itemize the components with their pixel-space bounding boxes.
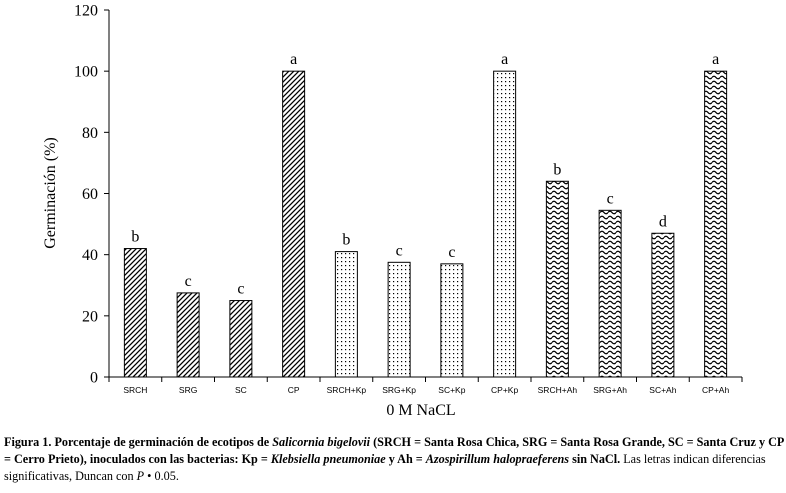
x-tick-label: SC+Ah <box>649 385 676 395</box>
caption-species-klebsiella: Klebsiella pneumoniae <box>270 452 386 466</box>
caption-ecotypes: (SRCH = Santa Rosa Chica, SRG = Santa Ro… <box>4 435 784 466</box>
y-tick-label: 120 <box>74 3 98 20</box>
x-tick-label: SRG+Ah <box>593 385 627 395</box>
bar-cp-kp <box>493 70 517 378</box>
bar-srch-kp <box>334 251 358 378</box>
bar-srch <box>123 248 147 378</box>
x-tick-label: SRCH <box>123 385 147 395</box>
caption-species-azospirillum: Azospirillum halopraeferens <box>425 452 570 466</box>
bar-sc-ah <box>651 232 675 378</box>
chart: 0 20 40 60 80 100 120 b SRCH c SRG c SC a CP b SRCH+Kp c… <box>42 3 743 419</box>
significance-letter: b <box>553 161 561 178</box>
x-tick-label: SRCH+Ah <box>538 385 578 395</box>
y-axis-title: Germinación (%) <box>42 137 59 249</box>
axes: 0 20 40 60 80 100 120 <box>74 3 743 387</box>
x-tick-label: CP+Kp <box>491 385 518 395</box>
significance-letter: a <box>290 51 297 68</box>
significance-letter: c <box>607 190 614 207</box>
bar-srg <box>176 292 200 378</box>
bar-srch-ah <box>545 180 569 378</box>
significance-letter: c <box>185 273 192 290</box>
significance-letter: a <box>712 51 719 68</box>
significance-letter: d <box>659 213 667 230</box>
x-tick-label: SRG <box>179 385 197 395</box>
figure-caption: Figura 1. Porcentaje de germinación de e… <box>4 434 784 485</box>
y-tick-label: 80 <box>82 125 98 142</box>
y-tick-label: 0 <box>90 370 98 387</box>
caption-title: Porcentaje de germinación de ecotipos de <box>51 435 273 449</box>
significance-letter: c <box>237 281 244 298</box>
significance-letter: a <box>501 51 508 68</box>
chart-labels: b SRCH c SRG c SC a CP b SRCH+Kp c SRG+Kp c SC+Kp a CP+… <box>123 51 729 395</box>
y-tick-label: 60 <box>82 186 98 203</box>
caption-note: Las letras indican diferencias significa… <box>4 452 766 483</box>
bars <box>123 70 728 378</box>
caption-and: y Ah = <box>385 452 426 466</box>
bar-cp-ah <box>704 70 728 378</box>
significance-letter: c <box>448 244 455 261</box>
x-tick-label: SRG+Kp <box>382 385 416 395</box>
x-axis-title: 0 M NaCL <box>386 402 455 419</box>
x-tick-label: SRCH+Kp <box>327 385 367 395</box>
bar-sc-kp <box>440 263 464 378</box>
caption-p-value: • 0.05. <box>144 469 179 483</box>
bar-cp <box>282 70 306 378</box>
significance-letter: b <box>342 232 350 249</box>
y-tick-label: 100 <box>74 64 98 81</box>
caption-p-variable: P <box>136 469 145 483</box>
y-tick-label: 20 <box>82 308 98 325</box>
significance-letter: b <box>131 229 139 246</box>
significance-letter: c <box>396 242 403 259</box>
x-tick-label: CP+Ah <box>702 385 729 395</box>
x-tick-label: SC <box>235 385 247 395</box>
x-tick-label: SC+Kp <box>438 385 465 395</box>
x-tick-label: CP <box>288 385 300 395</box>
caption-species-salicornia: Salicornia bigelovii <box>272 435 371 449</box>
bar-srg-kp <box>387 261 411 378</box>
bar-srg-ah <box>598 209 622 378</box>
bar-sc <box>229 300 253 378</box>
caption-sin-nacl: sin NaCl. <box>569 452 621 466</box>
y-tick-label: 40 <box>82 247 98 264</box>
caption-figure-label: Figura 1. <box>4 435 52 449</box>
